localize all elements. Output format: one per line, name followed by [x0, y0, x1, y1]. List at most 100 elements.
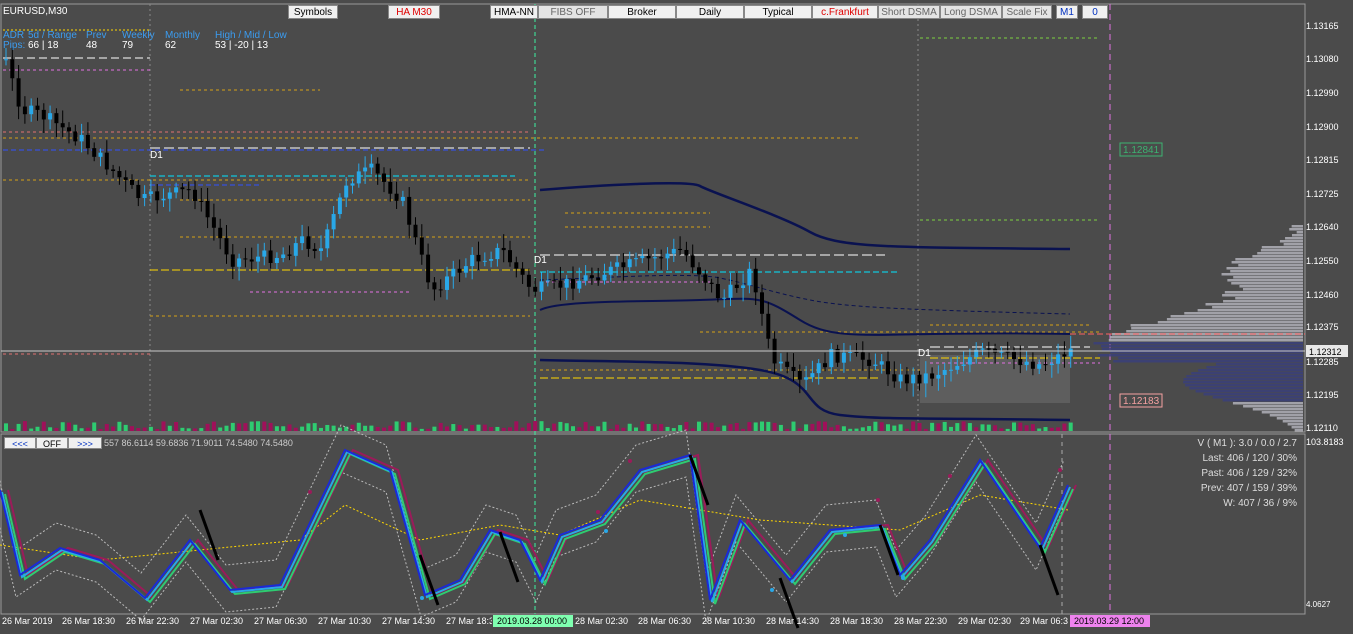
volume-bar — [986, 424, 991, 431]
profile-bar — [1283, 243, 1303, 246]
volume-bar — [161, 421, 166, 431]
volume-bar — [848, 428, 853, 431]
m1-button[interactable]: M1 — [1056, 5, 1078, 19]
candle-body — [10, 59, 15, 79]
volume-bar — [319, 427, 323, 431]
profile-bar — [1294, 429, 1303, 432]
typical-button[interactable]: Typical — [744, 5, 812, 19]
candle-body — [671, 248, 676, 254]
ha-m30-button[interactable]: HA M30 — [388, 5, 440, 19]
volume-bar — [142, 427, 147, 431]
candle-body — [690, 255, 695, 268]
osc-lower-dotted — [0, 471, 1065, 623]
volume-bar — [942, 421, 947, 431]
short-dsma-button[interactable]: Short DSMA — [878, 5, 940, 19]
broker-button[interactable]: Broker — [608, 5, 676, 19]
hma-nn-button[interactable]: HMA-NN — [490, 5, 538, 19]
profile-bar — [1230, 270, 1303, 273]
main-chart-frame — [0, 3, 1306, 433]
volume-bar — [715, 427, 720, 431]
frankfurt-button[interactable]: c.Frankfurt — [812, 5, 878, 19]
candle-body — [848, 351, 853, 353]
profile-bar — [1101, 348, 1303, 351]
osc-dot — [308, 490, 312, 494]
candle-body — [155, 191, 160, 201]
candle-body — [363, 167, 368, 172]
candle-body — [174, 187, 179, 193]
volume-bar — [892, 425, 897, 431]
profile-bar — [1098, 354, 1303, 357]
volume-bar — [148, 426, 153, 431]
volume-bar — [350, 424, 355, 431]
volume-bar — [1043, 427, 1048, 431]
profile-bar — [1233, 276, 1303, 279]
profile-bar — [1110, 351, 1303, 354]
candle-body — [218, 227, 223, 239]
volume-bar — [1049, 427, 1054, 431]
candle-body — [224, 238, 229, 255]
volume-bar — [678, 425, 683, 431]
candle-body — [722, 297, 727, 299]
volume-bar — [1068, 422, 1073, 431]
candle-body — [489, 259, 494, 261]
candle-body — [130, 179, 134, 185]
symbols-button[interactable]: Symbols — [288, 5, 338, 19]
fibs-off-button[interactable]: FIBS OFF — [538, 5, 608, 19]
candle-body — [1030, 361, 1035, 369]
volume-bar — [1030, 424, 1035, 431]
volume-bar — [382, 427, 386, 431]
volume-bar — [634, 427, 638, 431]
volume-bar — [174, 422, 179, 431]
candle-body — [678, 248, 683, 250]
scale-fix-button[interactable]: Scale Fix — [1002, 5, 1052, 19]
candle-body — [67, 127, 71, 132]
candle-body — [608, 266, 613, 275]
candle-body — [709, 282, 714, 284]
nav-off-button[interactable]: OFF — [36, 437, 68, 449]
oscillator-frame — [0, 433, 1306, 615]
volume-bar — [1056, 427, 1061, 431]
profile-bar — [1227, 279, 1303, 282]
nav-prev-button[interactable]: <<< — [4, 437, 36, 449]
profile-bar — [1126, 330, 1303, 333]
daily-button[interactable]: Daily — [676, 5, 744, 19]
volume-bar — [640, 421, 645, 431]
long-dsma-button[interactable]: Long DSMA — [940, 5, 1002, 19]
candle-body — [432, 282, 437, 290]
candle-body — [400, 196, 405, 201]
osc-line-black — [198, 509, 220, 561]
volume-bar — [130, 426, 134, 431]
candle-body — [936, 374, 941, 379]
candle-body — [552, 280, 557, 282]
candle-body — [457, 268, 462, 273]
volume-bar — [1012, 422, 1016, 431]
volume-bar — [930, 422, 935, 431]
candle-body — [205, 200, 210, 218]
volume-bar — [375, 426, 380, 431]
volume-bar — [577, 427, 582, 431]
volume-bar — [936, 423, 941, 431]
candle-body — [186, 189, 191, 191]
volume-bar — [495, 426, 500, 431]
profile-bar — [1113, 360, 1303, 363]
candle-body — [1068, 348, 1073, 357]
candle-body — [791, 366, 796, 371]
oscillator-lines — [0, 424, 1077, 629]
hml-value: 53 | -20 | 13 — [215, 40, 269, 51]
candle-body — [778, 361, 783, 364]
volume-bar — [778, 424, 783, 431]
volume-bar — [886, 424, 890, 431]
nav-next-button[interactable]: >>> — [68, 437, 102, 449]
volume-bar — [482, 424, 487, 431]
zero-button[interactable]: 0 — [1082, 5, 1108, 19]
candle-body — [949, 369, 953, 371]
candle-body — [501, 247, 506, 251]
candle-body — [539, 281, 544, 292]
volume-bar — [533, 421, 538, 431]
candle-body — [904, 374, 909, 384]
time-tick: 27 Mar 02:30 — [190, 616, 244, 626]
volume-bar — [652, 424, 657, 431]
volume-bar — [249, 421, 254, 431]
time-tick: 28 Mar 02:30 — [575, 616, 629, 626]
